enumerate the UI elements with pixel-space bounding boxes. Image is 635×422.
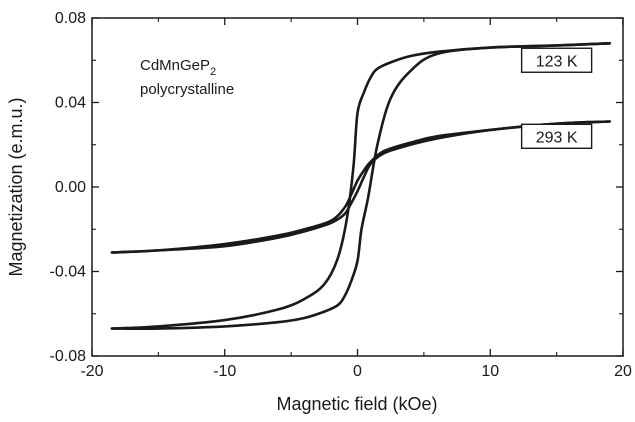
series-0-branch-1-line xyxy=(110,42,612,330)
series-layer xyxy=(110,42,612,330)
y-axis-ticks: -0.08 -0.04 0.00 0.04 0.08 xyxy=(50,10,623,365)
y-tick-label: 0.08 xyxy=(55,10,86,27)
sample-form-label: polycrystalline xyxy=(140,81,234,98)
y-tick-label: -0.04 xyxy=(50,264,87,281)
y-tick-label: 0.00 xyxy=(55,179,86,196)
series-label-text: 123 K xyxy=(536,53,578,70)
y-tick-label: 0.04 xyxy=(55,95,86,112)
x-tick-label: 10 xyxy=(481,363,499,380)
series-1-branch-1-line xyxy=(110,120,612,254)
x-axis-title: Magnetic field (kOe) xyxy=(276,394,437,414)
y-tick-label: -0.08 xyxy=(50,348,87,365)
series-label-box xyxy=(520,47,593,73)
x-tick-label: 0 xyxy=(353,363,362,380)
compound-subscript: 2 xyxy=(210,66,216,78)
x-tick-label: 20 xyxy=(614,363,632,380)
y-axis-title: Magnetization (e.m.u.) xyxy=(6,97,26,276)
x-tick-label: -20 xyxy=(80,363,103,380)
series-0-branch-0-line xyxy=(110,42,612,330)
x-axis-ticks: -20 -10 0 10 20 xyxy=(80,18,632,380)
x-tick-label: -10 xyxy=(213,363,236,380)
compound-formula: CdMnGeP xyxy=(140,57,210,74)
compound-label: CdMnGeP2 xyxy=(140,57,216,78)
series-label-layer: 123 K 293 K xyxy=(520,47,593,150)
series-label-text: 293 K xyxy=(536,129,578,146)
series-1-branch-0-line xyxy=(110,120,612,254)
series-label-box xyxy=(520,123,593,150)
